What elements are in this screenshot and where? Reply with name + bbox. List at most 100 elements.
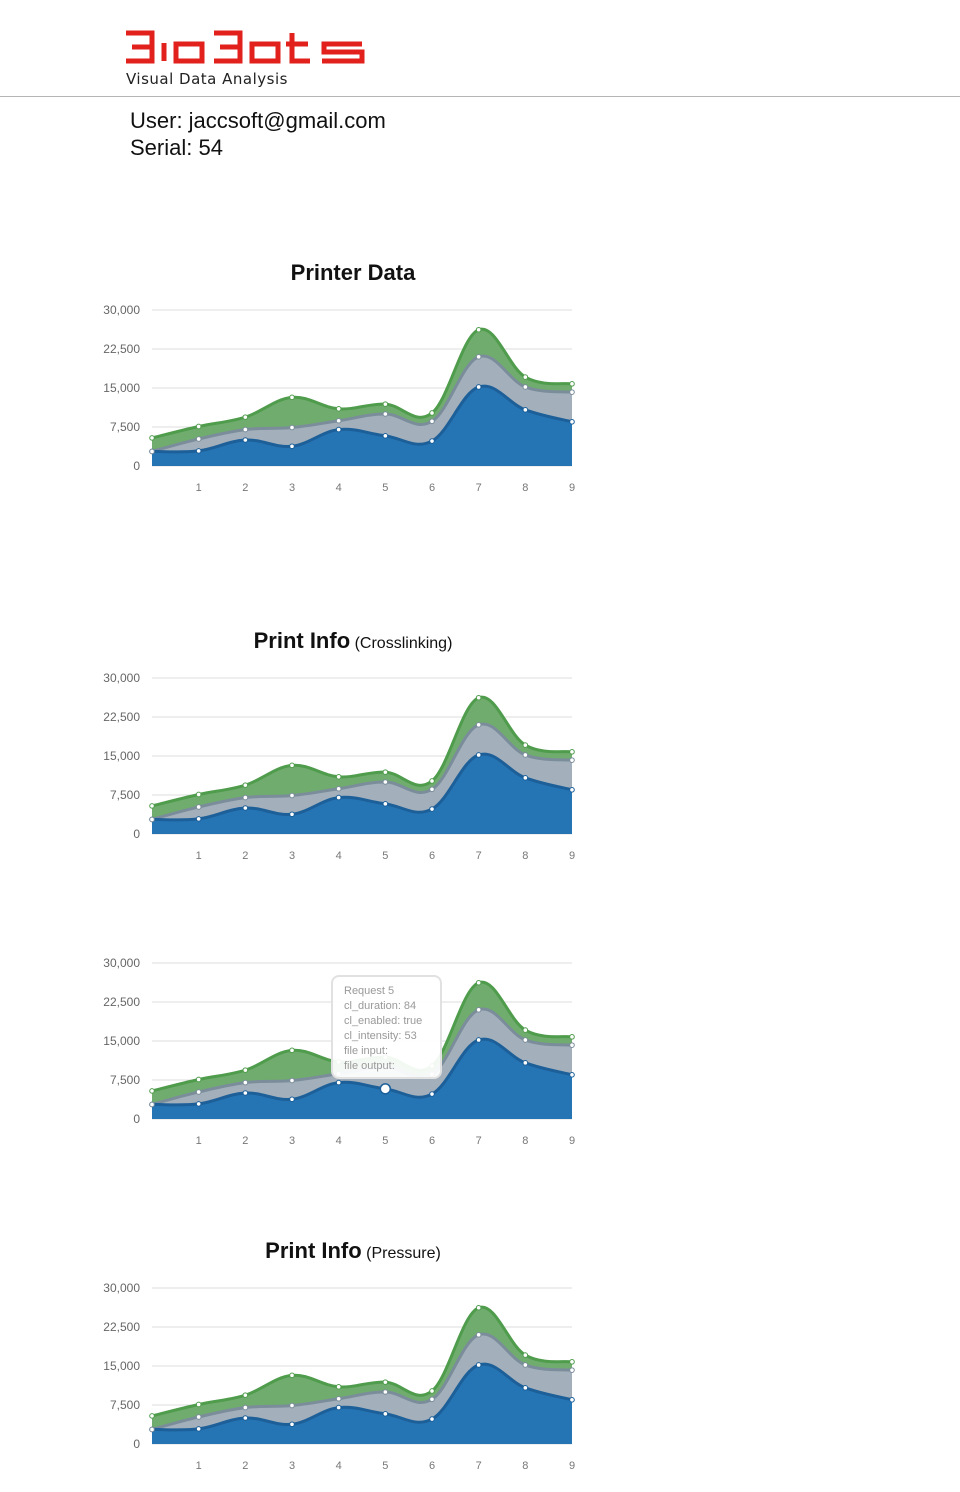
data-point[interactable]: [149, 1426, 155, 1433]
data-point[interactable]: [429, 1388, 435, 1394]
data-point[interactable]: [522, 1060, 529, 1066]
data-point[interactable]: [242, 1392, 249, 1398]
data-point[interactable]: [429, 1416, 435, 1422]
data-point[interactable]: [475, 1304, 482, 1311]
data-point[interactable]: [522, 742, 529, 748]
data-point[interactable]: [149, 1088, 155, 1094]
data-point[interactable]: [382, 433, 389, 439]
data-point[interactable]: [335, 426, 342, 433]
data-point[interactable]: [242, 1067, 249, 1073]
data-point[interactable]: [335, 1395, 342, 1402]
data-point[interactable]: [289, 443, 295, 450]
data-point[interactable]: [289, 1077, 295, 1084]
data-point[interactable]: [335, 794, 342, 801]
data-point[interactable]: [195, 1426, 202, 1432]
data-point[interactable]: [522, 1385, 529, 1391]
data-point[interactable]: [335, 774, 342, 780]
data-point[interactable]: [335, 1404, 342, 1411]
data-point[interactable]: [569, 749, 575, 755]
data-point[interactable]: [195, 1414, 202, 1420]
biobots-logo[interactable]: [124, 30, 369, 64]
data-point[interactable]: [429, 806, 435, 812]
data-point[interactable]: [569, 1042, 575, 1048]
data-point[interactable]: [382, 801, 389, 807]
data-point[interactable]: [289, 1096, 295, 1103]
data-point[interactable]: [522, 374, 529, 380]
data-point[interactable]: [195, 423, 202, 430]
data-point[interactable]: [242, 1415, 249, 1421]
data-point[interactable]: [195, 1076, 202, 1083]
data-point[interactable]: [195, 804, 202, 810]
data-point[interactable]: [429, 1091, 435, 1097]
data-point[interactable]: [195, 1401, 202, 1408]
data-point[interactable]: [335, 1384, 342, 1390]
data-point[interactable]: [475, 1007, 482, 1013]
data-point[interactable]: [242, 437, 249, 443]
data-point[interactable]: [429, 418, 435, 425]
data-point[interactable]: [335, 1079, 342, 1086]
data-point[interactable]: [195, 1101, 202, 1107]
data-point[interactable]: [242, 414, 249, 420]
data-point[interactable]: [149, 1413, 155, 1419]
data-point[interactable]: [335, 785, 342, 792]
data-point[interactable]: [149, 448, 155, 455]
data-point[interactable]: [475, 752, 482, 758]
chart-crosslinking[interactable]: 0 7,500 15,000 22,500 30,000 1 2 3 4 5 6 7 8 9: [90, 668, 590, 868]
data-point[interactable]: [195, 816, 202, 822]
data-point[interactable]: [195, 1089, 202, 1095]
data-point[interactable]: [475, 1362, 482, 1368]
data-point[interactable]: [475, 1332, 482, 1338]
data-point[interactable]: [522, 775, 529, 781]
data-point[interactable]: [382, 779, 389, 785]
data-point[interactable]: [569, 419, 575, 425]
data-point[interactable]: [475, 326, 482, 333]
data-point[interactable]: [289, 1421, 295, 1428]
data-point[interactable]: [429, 438, 435, 444]
data-point[interactable]: [522, 1027, 529, 1033]
data-point[interactable]: [429, 786, 435, 793]
data-point[interactable]: [569, 381, 575, 387]
data-point[interactable]: [522, 407, 529, 413]
data-point[interactable]: [569, 1397, 575, 1403]
data-point[interactable]: [569, 1072, 575, 1078]
data-point[interactable]: [429, 1396, 435, 1403]
data-point[interactable]: [195, 436, 202, 442]
data-point[interactable]: [242, 782, 249, 788]
data-point[interactable]: [382, 1389, 389, 1395]
data-point[interactable]: [522, 1352, 529, 1358]
data-point[interactable]: [475, 354, 482, 360]
data-point[interactable]: [569, 787, 575, 793]
data-point[interactable]: [289, 1372, 295, 1379]
data-point[interactable]: [149, 435, 155, 441]
data-point[interactable]: [335, 417, 342, 424]
data-point[interactable]: [289, 792, 295, 799]
data-point[interactable]: [242, 1090, 249, 1096]
data-point[interactable]: [475, 1037, 482, 1043]
data-point[interactable]: [522, 1037, 529, 1043]
data-point[interactable]: [289, 811, 295, 818]
data-point[interactable]: [429, 410, 435, 416]
chart-printer-data[interactable]: 0 7,500 15,000 22,500 30,000 1 2 3 4 5 6 7 8 9: [90, 300, 590, 500]
data-point[interactable]: [522, 752, 529, 758]
data-point[interactable]: [569, 1367, 575, 1373]
data-point[interactable]: [242, 426, 249, 433]
data-point[interactable]: [242, 805, 249, 811]
data-point[interactable]: [289, 762, 295, 769]
data-point[interactable]: [242, 1404, 249, 1411]
data-point[interactable]: [382, 1379, 389, 1385]
data-point[interactable]: [569, 757, 575, 763]
data-point[interactable]: [195, 791, 202, 798]
data-point[interactable]: [522, 384, 529, 390]
data-point[interactable]: [569, 1359, 575, 1365]
data-point[interactable]: [475, 979, 482, 986]
data-point[interactable]: [149, 803, 155, 809]
data-point[interactable]: [382, 1411, 389, 1417]
data-point[interactable]: [382, 401, 389, 407]
data-point[interactable]: [289, 1047, 295, 1054]
data-point[interactable]: [522, 1362, 529, 1368]
data-point[interactable]: [475, 722, 482, 728]
data-point[interactable]: [569, 389, 575, 395]
data-point[interactable]: [429, 778, 435, 784]
data-point[interactable]: [289, 1402, 295, 1409]
data-point[interactable]: [475, 694, 482, 701]
